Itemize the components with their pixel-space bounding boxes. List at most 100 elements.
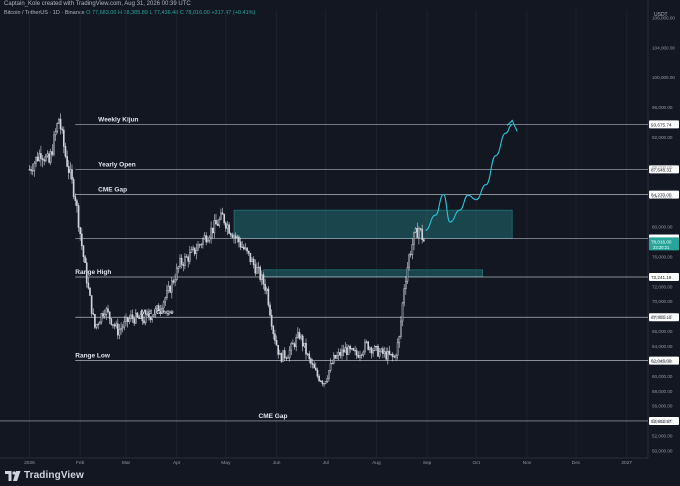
candle-body xyxy=(380,348,383,352)
level-label: Mid Range xyxy=(141,309,174,316)
candle-body xyxy=(269,304,271,316)
candle-body xyxy=(409,254,412,256)
level-label: Yearly Open xyxy=(98,161,136,168)
candle-body xyxy=(375,345,378,348)
candle-body xyxy=(256,267,258,274)
candle-body xyxy=(241,246,244,248)
candle-body xyxy=(136,312,139,318)
candle-body xyxy=(296,332,299,338)
candle-body xyxy=(198,244,201,246)
candle-body xyxy=(300,335,302,339)
candle-body xyxy=(31,170,34,172)
projection-path xyxy=(425,119,518,231)
candle-body xyxy=(159,309,162,312)
candle-body xyxy=(331,362,334,365)
candle-body xyxy=(213,220,216,234)
candle-body xyxy=(282,350,284,362)
candle-body xyxy=(288,349,291,358)
candle-body xyxy=(385,351,388,360)
candle-body xyxy=(38,153,41,162)
candle-body xyxy=(408,254,410,268)
price-tick-label: 108,000.00 xyxy=(652,15,675,20)
time-tick-label: Oct xyxy=(472,460,480,466)
level-price-tag xyxy=(649,272,679,281)
candle-body xyxy=(283,350,286,359)
candle-body xyxy=(64,146,67,157)
candle-body xyxy=(233,235,235,238)
candle-body xyxy=(249,252,252,263)
price-tick-label: 76,000.00 xyxy=(652,254,673,259)
price-tick-label: 64,000.00 xyxy=(652,344,673,349)
candle-body xyxy=(421,228,424,240)
candle-body xyxy=(264,283,266,291)
candle-body xyxy=(364,341,366,353)
symbol-legend[interactable]: Bitcoin / TetherUS · 1D · Binance O 77,6… xyxy=(4,10,255,16)
candle-body xyxy=(43,159,46,162)
candle-body xyxy=(156,305,158,309)
candle-body xyxy=(179,257,181,267)
candle-body xyxy=(357,355,360,358)
candle-body xyxy=(162,301,165,309)
candle-body xyxy=(401,302,404,322)
candle-body xyxy=(311,363,314,365)
supply-zones xyxy=(233,209,513,277)
candle-body xyxy=(244,247,247,250)
candle-body xyxy=(187,256,190,262)
last-price-text: 78,016.00 xyxy=(651,239,672,244)
horizontal-levels[interactable]: Weekly Kijun 93,675.74 Yearly Open 87,648.3… xyxy=(0,116,679,425)
candle-body xyxy=(164,297,167,303)
supply-zone xyxy=(233,209,513,239)
candle-body xyxy=(293,343,296,347)
candle-body xyxy=(144,313,147,324)
candle-body xyxy=(192,247,194,250)
candle-body xyxy=(386,350,389,360)
candle-body xyxy=(182,264,185,266)
candle-body xyxy=(115,323,118,327)
candle-body xyxy=(130,314,132,319)
price-tick-label: 92,000.00 xyxy=(652,135,673,140)
candle-body xyxy=(131,314,134,319)
candle-body xyxy=(180,257,183,265)
candle-body xyxy=(337,352,340,356)
level-price-tag xyxy=(649,165,679,174)
candle-body xyxy=(346,347,348,355)
candle-body xyxy=(126,317,129,322)
time-axis[interactable]: 2026 Feb Mar Apr May Jun Jul Aug Sep Oct Nov Dec 202… xyxy=(24,460,632,466)
candle-body xyxy=(80,233,83,247)
candle-body xyxy=(107,308,109,313)
level-price-tag-text: 93,675.74 xyxy=(651,122,672,127)
candle-body xyxy=(231,234,234,238)
level-price-tag xyxy=(649,416,679,425)
candle-body xyxy=(355,350,358,356)
level-label: Weekly Kijun xyxy=(98,116,138,123)
price-axis[interactable]: 108,000.00 104,000.00 100,000.00 96,000.00 9… xyxy=(649,15,679,454)
candle-body xyxy=(290,343,293,351)
candle-body xyxy=(259,266,262,280)
projection-arrow-head xyxy=(506,119,518,132)
candle-body xyxy=(274,333,276,341)
candle-body xyxy=(72,179,75,197)
level-price-tag-text: 67,855.15 xyxy=(651,315,672,320)
candle-body xyxy=(252,258,255,265)
candle-body xyxy=(393,356,396,358)
symbol-name[interactable]: Bitcoin / TetherUS · 1D · Binance xyxy=(4,10,85,16)
candle-body xyxy=(254,264,257,274)
price-tick-label: 68,000.00 xyxy=(652,314,673,319)
candle-body xyxy=(108,311,111,319)
candle-body xyxy=(151,316,154,320)
candle-body xyxy=(76,200,78,206)
candle-body xyxy=(285,357,288,359)
candle-body xyxy=(318,375,320,382)
candle-body xyxy=(133,318,136,324)
candle-body xyxy=(85,262,88,284)
candle-body xyxy=(336,355,338,359)
candle-body xyxy=(143,320,145,324)
candle-body xyxy=(184,256,186,266)
candle-body xyxy=(270,314,273,327)
candle-body xyxy=(218,218,221,226)
candle-body xyxy=(367,341,370,350)
candle-body xyxy=(51,151,54,155)
candle-body xyxy=(365,341,368,343)
tradingview-logo[interactable]: TradingView xyxy=(5,470,84,481)
